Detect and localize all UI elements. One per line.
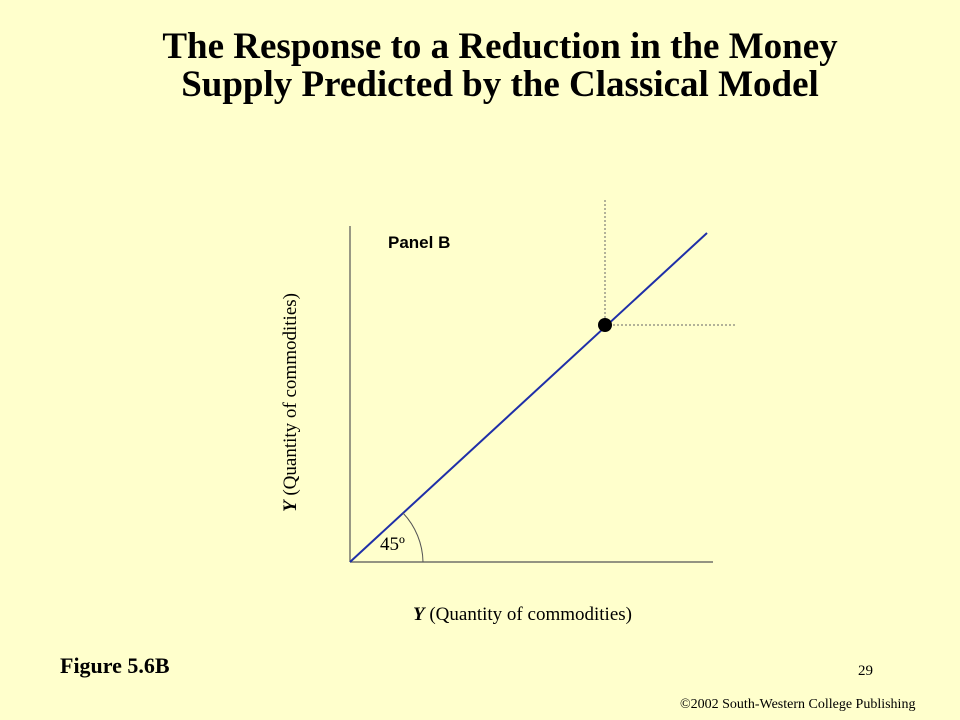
x-axis-variable: Y [413, 604, 427, 625]
angle-label: 45º [380, 534, 405, 555]
page-number: 29 [858, 663, 873, 679]
equilibrium-point [598, 318, 612, 332]
x-axis-label: Y (Quantity of commodities) [413, 604, 632, 625]
slide-title-line-2: Supply Predicted by the Classical Model [181, 64, 819, 105]
copyright-notice: ©2002 South-Western College Publishing [680, 697, 916, 712]
figure-label: Figure 5.6B [60, 653, 170, 678]
forty-five-degree-line [349, 232, 708, 563]
y-axis-text: (Quantity of commodities) [280, 293, 301, 500]
y-axis-variable: Y [280, 498, 301, 512]
x-axis-text: (Quantity of commodities) [425, 604, 632, 625]
slide-title: The Response to a Reduction in the Money… [0, 28, 960, 104]
y-axis-label: Y (Quantity of commodities) [280, 293, 301, 512]
slide-title-line-1: The Response to a Reduction in the Money [162, 26, 838, 67]
angle-arc [402, 512, 424, 563]
panel-label: Panel B [388, 233, 450, 252]
